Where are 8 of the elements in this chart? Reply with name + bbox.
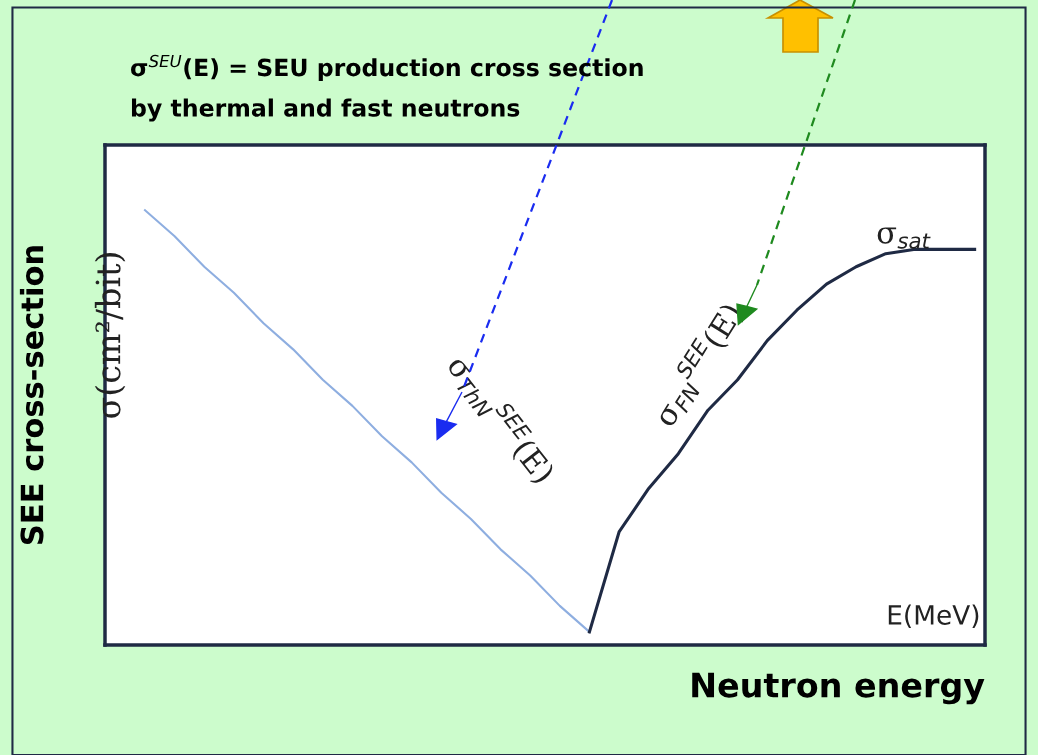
annotation: σ$_{sat}$	[877, 227, 931, 249]
x-axis-title: Neutron energy	[692, 672, 985, 705]
annotation: σ(cm²/bit)	[94, 253, 126, 418]
chart-title: σ$^{SEU}$(E) = SEU production cross section	[131, 54, 643, 81]
annotation: σ$_{ThN}$$^{SEE}$(E)	[442, 350, 560, 488]
chart-subtitle: by thermal and fast neutrons	[131, 98, 520, 122]
y-axis-title: SEE cross-section	[19, 246, 44, 545]
annotation: E(MeV)	[888, 604, 979, 628]
